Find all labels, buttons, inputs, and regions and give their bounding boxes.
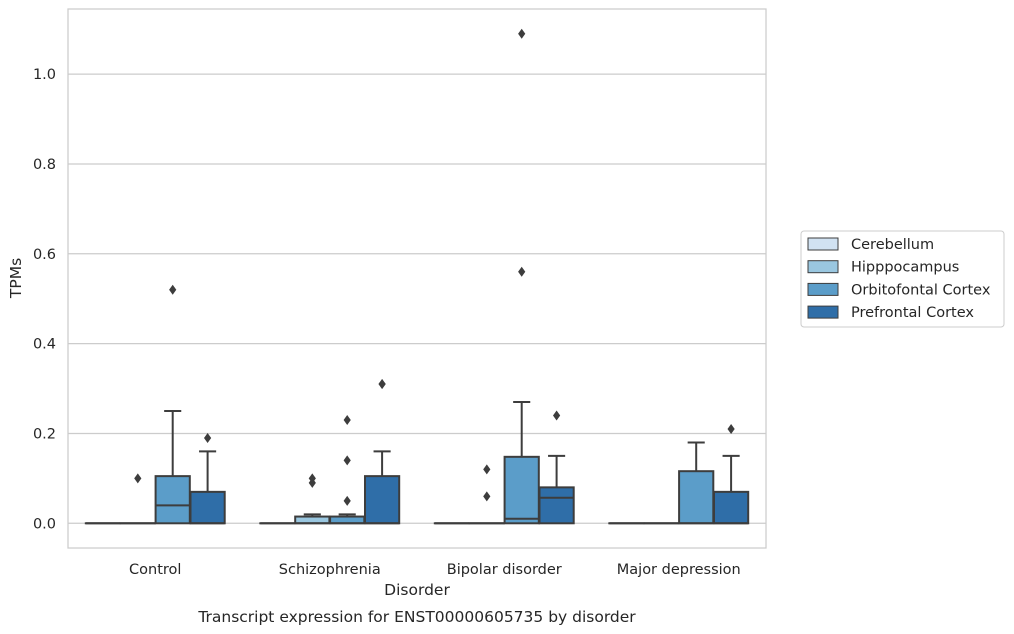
y-tick-label: 0.0: [33, 516, 56, 532]
x-tick-label: Major depression: [617, 562, 741, 578]
y-tick-label: 0.8: [33, 157, 56, 173]
outlier-point: [518, 266, 526, 277]
outlier-point: [343, 495, 351, 506]
legend-swatch: [807, 282, 839, 296]
legend-label: Hipppocampus: [851, 260, 959, 276]
outlier-point: [727, 423, 735, 434]
outlier-point: [483, 491, 491, 502]
box: [678, 470, 715, 525]
box-group: [363, 379, 401, 525]
legend-swatch: [807, 260, 839, 274]
y-tick-label: 0.4: [33, 337, 56, 353]
box: [503, 455, 540, 525]
y-tick-label: 1.0: [33, 67, 56, 83]
y-axis-label: TPMs: [7, 258, 25, 299]
outlier-point: [483, 464, 491, 475]
y-tick-label: 0.2: [33, 426, 56, 442]
legend-swatch: [807, 237, 839, 251]
outlier-point: [343, 414, 351, 425]
boxes-layer: [84, 28, 750, 525]
outlier-point: [518, 28, 526, 39]
legend-frame: [800, 230, 1005, 328]
outlier-point: [553, 410, 561, 421]
outlier-point: [308, 473, 316, 484]
box: [363, 475, 401, 525]
chart-title: Transcript expression for ENST0000060573…: [197, 608, 636, 626]
box: [189, 490, 226, 525]
outlier-point: [204, 432, 212, 443]
legend: Cerebellum Hipppocampus Orbitofontal Corte…: [800, 230, 1005, 328]
outlier-point: [169, 284, 177, 295]
x-tick-labels: Control Schizophrenia Bipolar disorder Majo…: [129, 562, 741, 578]
legend-label: Orbitofontal Cortex: [851, 282, 991, 298]
outlier-point: [378, 379, 386, 390]
box-group: [538, 410, 575, 525]
box: [538, 486, 575, 525]
legend-swatch: [807, 305, 839, 319]
box-group: [329, 414, 366, 525]
box-group: [712, 423, 750, 525]
outlier-point: [343, 455, 351, 466]
x-tick-label: Bipolar disorder: [447, 562, 562, 578]
box-group: [189, 432, 226, 525]
x-axis-label: Disorder: [384, 581, 450, 599]
plot-frame: [67, 8, 767, 549]
box-group: [294, 473, 331, 525]
box: [712, 490, 750, 525]
legend-label: Prefrontal Cortex: [851, 305, 974, 321]
outlier-point: [134, 473, 142, 484]
y-tick-label: 0.6: [33, 247, 56, 263]
x-tick-label: Control: [129, 562, 181, 578]
legend-label: Cerebellum: [851, 237, 934, 253]
x-tick-label: Schizophrenia: [279, 562, 381, 578]
box: [154, 475, 191, 525]
plot-background: [68, 9, 766, 548]
box-group: [678, 441, 715, 525]
box-group: [503, 28, 540, 525]
box: [329, 515, 366, 525]
box: [294, 515, 331, 525]
y-tick-labels: 0.0 0.2 0.4 0.6 0.8 1.0: [33, 67, 56, 532]
